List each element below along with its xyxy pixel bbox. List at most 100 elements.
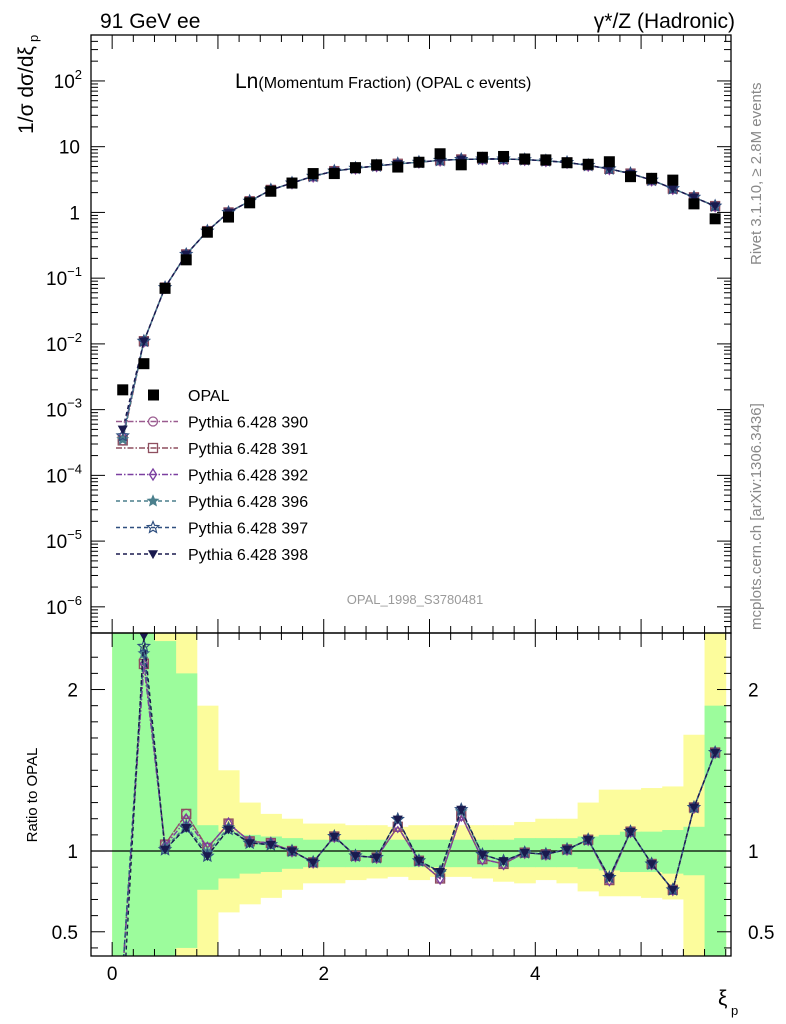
legend-entry-1: Pythia 6.428 391 <box>116 441 308 458</box>
y-tick-label: 10−3 <box>46 396 82 422</box>
ratio-point <box>139 633 149 641</box>
ratio-frame <box>90 632 732 957</box>
data-point <box>201 226 213 238</box>
ratio-point <box>667 885 678 895</box>
header-right: γ*/Z (Hadronic) <box>594 10 735 33</box>
x-axis-label: ξ p <box>718 987 738 1018</box>
data-point <box>244 197 256 209</box>
ratio-point <box>392 815 403 825</box>
data-point <box>709 213 721 225</box>
ratio-point <box>350 852 361 861</box>
green-band-bin <box>450 839 473 868</box>
legend-marker <box>146 494 160 507</box>
legend-marker <box>145 519 161 534</box>
data-point <box>286 177 298 189</box>
ratio-point <box>477 850 488 860</box>
data-point <box>307 168 319 180</box>
legend-marker <box>147 550 159 560</box>
ratio-series <box>123 633 723 956</box>
legend-entry-2: Pythia 6.428 392 <box>116 468 308 485</box>
green-band-bin <box>323 839 346 868</box>
analysis-watermark: OPAL_1998_S3780481 <box>347 592 483 607</box>
data-point <box>138 358 150 370</box>
ratio-point <box>604 873 615 883</box>
ratio-point <box>710 748 721 758</box>
data-point <box>561 157 573 169</box>
main-ylabel: 1/σ dσ/dξ p <box>15 35 41 134</box>
green-band-bin <box>112 633 134 956</box>
ratio-point <box>329 832 340 842</box>
legend-data-marker <box>148 389 159 401</box>
data-point <box>413 156 425 168</box>
green-band-bin <box>577 836 600 869</box>
data-point <box>371 159 383 171</box>
ratio-uncertainty-bands <box>91 633 731 956</box>
legend-entry-3: Pythia 6.428 396 <box>116 494 308 511</box>
data-point <box>117 384 129 396</box>
legend-entry-4: Pythia 6.428 397 <box>116 519 308 538</box>
legend-entry-data: OPAL <box>148 388 230 405</box>
data-point <box>455 159 467 171</box>
ratio-y-tick-label: 0.5 <box>52 923 78 944</box>
ratio-point <box>646 860 657 870</box>
ratio-y-tick-label-right: 0.5 <box>748 923 774 944</box>
rivet-label: Rivet 3.1.10, ≥ 2.8M events <box>748 83 765 266</box>
green-band-bin <box>154 641 177 956</box>
green-band-bin <box>598 834 621 871</box>
ratio-point <box>688 803 699 813</box>
data-point <box>159 282 171 294</box>
legend-label: Pythia 6.428 391 <box>188 441 308 458</box>
data-point <box>603 156 615 168</box>
main-title-text: (Momentum Fraction) (OPAL c events) <box>258 75 531 92</box>
header-left: 91 GeV ee <box>100 10 200 33</box>
y-tick-label: 10−1 <box>46 264 82 290</box>
data-point <box>540 154 552 166</box>
ratio-point <box>286 847 298 857</box>
data-point <box>265 185 277 197</box>
data-point <box>349 162 361 174</box>
main-series <box>115 148 723 446</box>
legend-marker <box>147 442 159 454</box>
main-ylabel-text: 1/σ dσ/dξ <box>15 46 38 134</box>
ratio-point <box>498 857 509 867</box>
y-tick-label: 102 <box>54 67 82 93</box>
legend-marker <box>148 467 158 482</box>
mc-point <box>688 193 699 203</box>
ratio-point <box>136 638 152 653</box>
green-band-bin <box>217 831 240 879</box>
ratio-point <box>519 848 530 858</box>
ratio-point <box>223 825 234 835</box>
data-point <box>434 148 446 160</box>
mc-point <box>138 337 149 347</box>
x-tick-label: 4 <box>530 964 541 985</box>
ratio-point <box>202 852 213 862</box>
data-point <box>180 254 192 266</box>
legend-entry-0: Pythia 6.428 390 <box>116 415 308 432</box>
data-point <box>625 171 637 183</box>
ratio-point <box>456 805 467 815</box>
data-point <box>519 153 531 165</box>
ratio-ylabel: Ratio to OPAL <box>24 748 41 843</box>
ratio-line <box>125 635 716 956</box>
data-point <box>392 161 404 173</box>
ratio-y-tick-label-right: 2 <box>748 681 759 702</box>
y-tick-label: 1 <box>69 203 80 224</box>
legend-label: Pythia 6.428 396 <box>188 494 308 511</box>
mc-line <box>122 158 716 430</box>
ratio-point <box>244 839 255 849</box>
data-point <box>498 150 510 162</box>
ratio-y-tick-label-right: 1 <box>748 842 759 863</box>
data-point <box>476 151 488 163</box>
legend-label: Pythia 6.428 390 <box>188 415 308 432</box>
legend-label: Pythia 6.428 398 <box>188 547 308 564</box>
x-axis-label-sub: p <box>731 1003 738 1018</box>
ratio-line <box>123 663 716 956</box>
y-tick-label: 10−5 <box>46 527 82 553</box>
y-tick-label: 10 <box>59 138 80 159</box>
mc-point <box>117 425 128 435</box>
data-point <box>667 174 679 186</box>
ratio-point <box>181 823 192 833</box>
ratio-point <box>540 850 551 860</box>
main-title: Ln(Momentum Fraction) (OPAL c events) <box>235 70 531 93</box>
